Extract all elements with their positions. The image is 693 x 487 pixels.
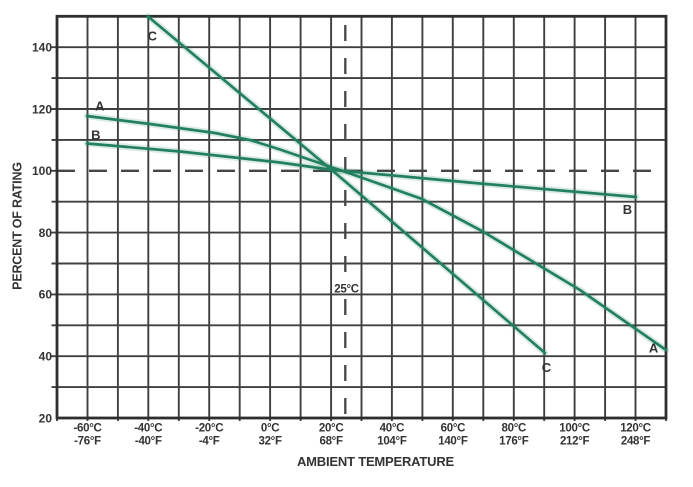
svg-text:-60°C: -60°C: [73, 423, 101, 435]
svg-text:C: C: [542, 360, 552, 375]
svg-text:120: 120: [32, 102, 52, 116]
svg-text:B: B: [91, 128, 100, 143]
svg-text:80: 80: [39, 226, 53, 240]
svg-text:-20°C: -20°C: [195, 423, 223, 435]
svg-text:212°F: 212°F: [560, 436, 590, 448]
svg-text:176°F: 176°F: [499, 436, 529, 448]
svg-text:100: 100: [32, 164, 52, 178]
svg-text:20°C: 20°C: [319, 423, 344, 435]
svg-text:60: 60: [39, 288, 53, 302]
svg-text:120°C: 120°C: [620, 423, 651, 435]
svg-text:A: A: [95, 99, 105, 114]
svg-text:248°F: 248°F: [621, 436, 651, 448]
svg-text:AMBIENT TEMPERATURE: AMBIENT TEMPERATURE: [297, 454, 455, 469]
svg-text:40°C: 40°C: [380, 423, 405, 435]
svg-text:0°C: 0°C: [261, 423, 279, 435]
svg-text:B: B: [623, 202, 632, 217]
svg-text:C: C: [148, 28, 158, 43]
svg-text:-40°C: -40°C: [134, 423, 162, 435]
svg-text:80°C: 80°C: [502, 423, 527, 435]
svg-text:140°F: 140°F: [438, 436, 468, 448]
svg-text:A: A: [649, 341, 659, 356]
svg-text:60°C: 60°C: [441, 423, 466, 435]
svg-text:32°F: 32°F: [258, 436, 281, 448]
svg-text:-4°F: -4°F: [199, 436, 220, 448]
svg-text:PERCENT OF RATING: PERCENT OF RATING: [11, 162, 25, 290]
svg-text:-40°F: -40°F: [135, 436, 162, 448]
svg-text:20: 20: [39, 411, 53, 425]
svg-text:140: 140: [32, 41, 52, 55]
svg-text:-76°F: -76°F: [74, 436, 101, 448]
svg-text:104°F: 104°F: [377, 436, 407, 448]
svg-text:25°C: 25°C: [334, 284, 359, 296]
svg-text:100°C: 100°C: [559, 423, 590, 435]
svg-text:68°F: 68°F: [319, 436, 342, 448]
svg-text:40: 40: [39, 350, 53, 364]
